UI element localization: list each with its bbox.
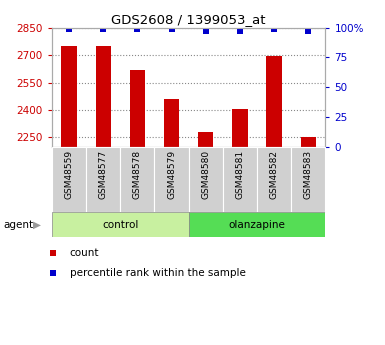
Text: GSM48581: GSM48581 bbox=[235, 150, 244, 199]
Bar bbox=[232, 109, 248, 147]
Bar bbox=[86, 147, 120, 212]
Bar bbox=[291, 147, 325, 212]
Bar bbox=[301, 137, 316, 147]
Text: GSM48559: GSM48559 bbox=[65, 150, 74, 199]
Bar bbox=[52, 147, 86, 212]
Text: GSM48583: GSM48583 bbox=[304, 150, 313, 199]
Text: GSM48577: GSM48577 bbox=[99, 150, 108, 199]
Bar bbox=[154, 147, 189, 212]
Bar bbox=[120, 147, 154, 212]
Text: percentile rank within the sample: percentile rank within the sample bbox=[70, 268, 246, 278]
Text: count: count bbox=[70, 248, 99, 258]
Bar bbox=[61, 46, 77, 147]
Text: GSM48580: GSM48580 bbox=[201, 150, 210, 199]
Bar bbox=[52, 212, 189, 237]
Text: olanzapine: olanzapine bbox=[229, 220, 285, 229]
Text: agent: agent bbox=[4, 220, 34, 229]
Bar bbox=[164, 99, 179, 147]
Text: GSM48579: GSM48579 bbox=[167, 150, 176, 199]
Text: control: control bbox=[102, 220, 139, 229]
Text: ▶: ▶ bbox=[33, 220, 41, 229]
Bar bbox=[223, 147, 257, 212]
Text: GSM48578: GSM48578 bbox=[133, 150, 142, 199]
Bar bbox=[198, 132, 213, 147]
Bar bbox=[189, 212, 325, 237]
Bar bbox=[130, 70, 145, 147]
Title: GDS2608 / 1399053_at: GDS2608 / 1399053_at bbox=[111, 13, 266, 27]
Bar bbox=[189, 147, 223, 212]
Bar bbox=[95, 46, 111, 147]
Bar bbox=[257, 147, 291, 212]
Bar bbox=[266, 56, 282, 147]
Text: GSM48582: GSM48582 bbox=[270, 150, 279, 199]
